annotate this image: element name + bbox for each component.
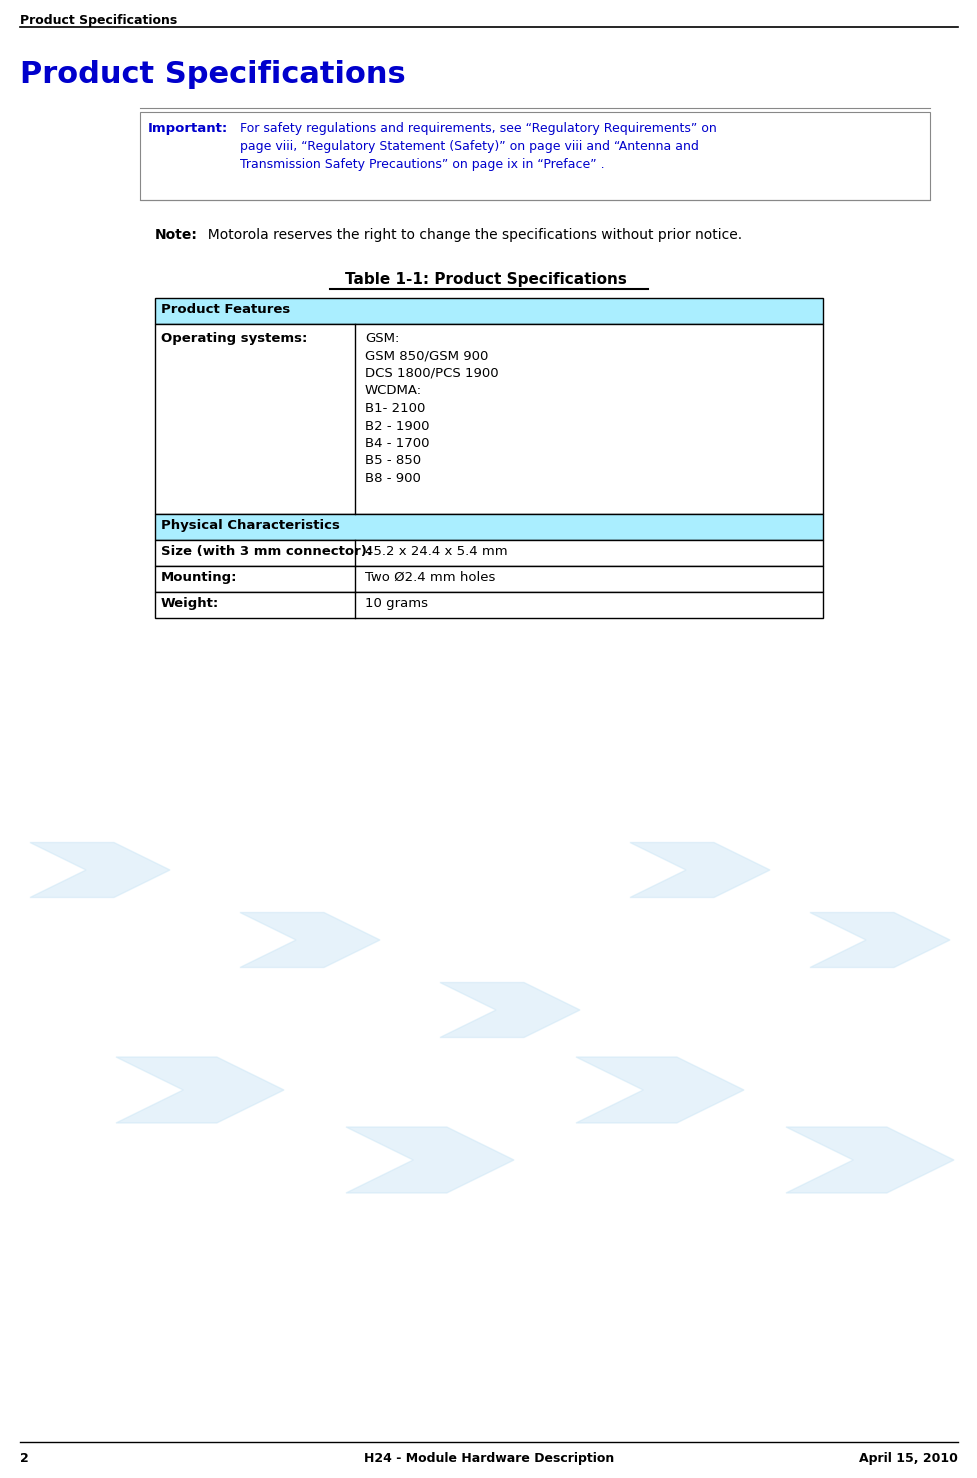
Bar [154,514,823,539]
Text: Two Ø2.4 mm holes: Two Ø2.4 mm holes [364,571,495,584]
Text: Motorola reserves the right to change the specifications without prior notice.: Motorola reserves the right to change th… [198,228,742,242]
Bar [154,324,823,514]
Polygon shape [346,1128,514,1193]
Polygon shape [440,983,579,1038]
Polygon shape [629,842,769,897]
Text: Product Specifications: Product Specifications [20,61,405,89]
Text: Product Features: Product Features [161,303,290,316]
Text: Weight:: Weight: [161,597,219,610]
Text: For safety regulations and requirements, see “Regulatory Requirements” on
page v: For safety regulations and requirements,… [239,123,716,171]
Bar [154,593,823,618]
Text: 10 grams: 10 grams [364,597,428,610]
Polygon shape [575,1057,743,1123]
Text: Table 1-1: Product Specifications: Table 1-1: Product Specifications [345,272,632,287]
Bar [154,539,823,566]
Text: April 15, 2010: April 15, 2010 [858,1451,957,1465]
Polygon shape [786,1128,953,1193]
Text: Operating systems:: Operating systems: [161,333,307,344]
Polygon shape [116,1057,283,1123]
Text: Note:: Note: [154,228,197,242]
Bar [154,566,823,593]
Text: Mounting:: Mounting: [161,571,237,584]
Text: Important:: Important: [148,123,228,134]
Text: GSM:
GSM 850/GSM 900
DCS 1800/PCS 1900
WCDMA:
B1- 2100
B2 - 1900
B4 - 1700
B5 - : GSM: GSM 850/GSM 900 DCS 1800/PCS 1900 W… [364,333,498,485]
Bar [140,112,929,200]
Text: Product Specifications: Product Specifications [20,13,177,27]
Text: 2: 2 [20,1451,28,1465]
Text: Physical Characteristics: Physical Characteristics [161,519,340,532]
Text: H24 - Module Hardware Description: H24 - Module Hardware Description [363,1451,614,1465]
Polygon shape [239,912,380,968]
Text: 45.2 x 24.4 x 5.4 mm: 45.2 x 24.4 x 5.4 mm [364,545,507,559]
Polygon shape [809,912,949,968]
Bar [154,299,823,324]
Polygon shape [30,842,170,897]
Text: Size (with 3 mm connector):: Size (with 3 mm connector): [161,545,372,559]
